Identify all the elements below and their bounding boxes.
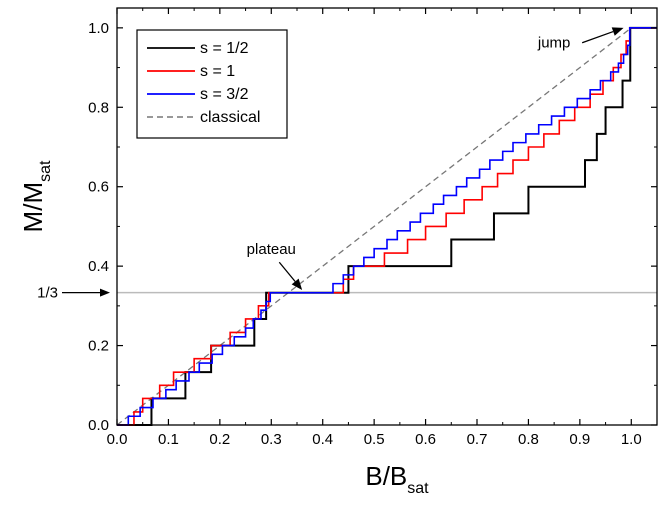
legend: s = 1/2 s = 1 s = 3/2 classical: [137, 30, 287, 138]
x-tick-label: 0.9: [569, 431, 590, 448]
x-tick-label: 0.3: [261, 431, 282, 448]
x-axis-title: B/Bsat: [365, 461, 429, 497]
x-tick-label: 0.7: [467, 431, 488, 448]
y-tick-label: 0.4: [88, 258, 109, 275]
x-tick-label: 0.4: [312, 431, 333, 448]
annotation-arrow-shaft-1: [582, 32, 613, 43]
x-axis-title-sub: sat: [407, 480, 429, 497]
x-tick-label: 0.2: [209, 431, 230, 448]
x-tick-label: 0.6: [415, 431, 436, 448]
x-axis-title-main: B/B: [365, 461, 407, 491]
annotation-arrow-head-1: [612, 27, 624, 35]
y-tick-label: 0.2: [88, 338, 109, 355]
x-tick-label: 0.5: [364, 431, 385, 448]
y-axis-title: M/Msat: [18, 160, 54, 232]
annotation-arrow-shaft-0: [279, 262, 295, 281]
y-tick-label: 0.6: [88, 179, 109, 196]
reference-arrow-head: [100, 289, 110, 297]
annotation-label-0: plateau: [247, 241, 296, 258]
x-tick-label: 0.1: [158, 431, 179, 448]
y-tick-label: 0.8: [88, 99, 109, 116]
y-axis-title-sub: sat: [37, 160, 54, 182]
legend-label-1: s = 1: [200, 63, 235, 80]
y-tick-label: 0.0: [88, 417, 109, 434]
reference-line-label: 1/3: [37, 285, 58, 302]
annotation-layer: plateau jump: [247, 27, 624, 290]
y-tick-label: 1.0: [88, 20, 109, 37]
x-tick-label: 1.0: [621, 431, 642, 448]
x-tick-label: 0.0: [107, 431, 128, 448]
annotation-label-1: jump: [537, 35, 571, 52]
y-axis-title-main: M/M: [18, 182, 48, 233]
legend-label-2: s = 3/2: [200, 86, 249, 103]
x-tick-label: 0.8: [518, 431, 539, 448]
legend-label-3: classical: [200, 109, 260, 126]
legend-label-0: s = 1/2: [200, 40, 249, 57]
